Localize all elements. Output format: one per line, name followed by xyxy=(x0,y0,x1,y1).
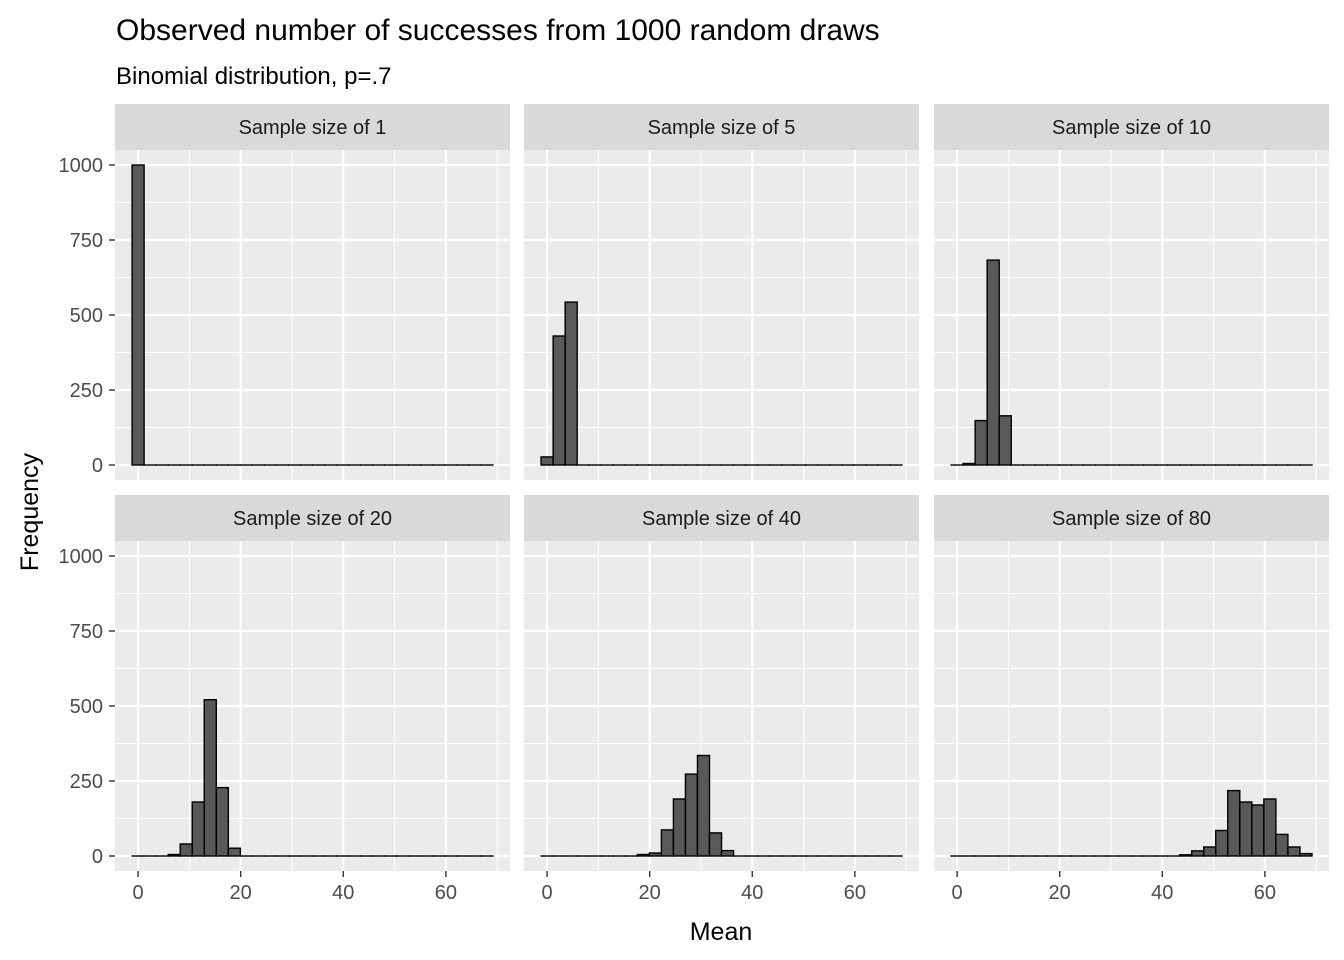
histogram-bar xyxy=(1215,829,1229,857)
histogram-bar xyxy=(564,301,578,466)
histogram-bar xyxy=(1287,846,1301,857)
y-tick-label: 250 xyxy=(70,771,103,793)
x-tick-label: 40 xyxy=(741,882,763,904)
histogram-bar xyxy=(131,164,145,466)
y-tick-label: 250 xyxy=(70,380,103,402)
histogram-bar xyxy=(203,699,217,857)
x-tick-label: 40 xyxy=(1151,882,1173,904)
histogram-bar xyxy=(998,415,1012,466)
y-tick-label: 500 xyxy=(70,696,103,718)
facet-strip xyxy=(115,495,510,541)
histogram-bar xyxy=(962,462,976,466)
histogram-bar xyxy=(720,849,735,857)
y-tick-label: 0 xyxy=(92,846,103,868)
facet-panel: Sample size of 1 0 250 500 750 1000 xyxy=(59,104,510,480)
facet-panel: Sample size of 10 xyxy=(934,104,1329,480)
histogram-bar xyxy=(191,801,205,857)
chart-title: Observed number of successes from 1000 r… xyxy=(116,14,880,47)
histogram-bar xyxy=(1190,850,1205,857)
y-tick-label: 500 xyxy=(70,305,103,327)
histogram-bar xyxy=(227,847,242,857)
y-tick-label: 750 xyxy=(70,621,103,643)
histogram-bar xyxy=(1263,798,1277,857)
y-tick-label: 1000 xyxy=(59,155,104,177)
histogram-bar xyxy=(179,843,193,857)
facet-strip xyxy=(934,495,1329,541)
histogram-bar xyxy=(1203,846,1217,857)
x-axis-label: Mean xyxy=(690,918,753,946)
facet-panel: Sample size of 5 xyxy=(524,104,919,480)
histogram-bar xyxy=(1299,852,1313,857)
x-tick-label: 20 xyxy=(639,882,661,904)
histogram-bar xyxy=(672,798,687,857)
histogram-bar xyxy=(974,419,988,466)
facet-strip-label: Sample size of 1 xyxy=(239,117,387,139)
x-tick-label: 0 xyxy=(133,882,144,904)
histogram-bar xyxy=(1251,804,1265,857)
x-tick-label: 0 xyxy=(952,882,963,904)
x-tick-label: 60 xyxy=(844,882,866,904)
y-axis-label: Frequency xyxy=(16,452,44,571)
histogram-bar xyxy=(986,259,1000,466)
facet-strip-label: Sample size of 80 xyxy=(1052,508,1211,530)
histogram-bar xyxy=(215,786,230,857)
facet-strip xyxy=(524,104,919,150)
x-tick-label: 40 xyxy=(332,882,354,904)
x-tick-label: 20 xyxy=(230,882,252,904)
histogram-bar xyxy=(1275,833,1289,857)
y-tick-label: 1000 xyxy=(59,546,104,568)
histogram-bar xyxy=(708,832,723,857)
histogram-bar xyxy=(167,853,181,857)
facet-panel: Sample size of 20 0 250 500 750 1000 0 20 40 60 xyxy=(59,495,510,904)
x-tick-label: 0 xyxy=(542,882,553,904)
histogram-bar xyxy=(660,829,675,857)
facet-strip-label: Sample size of 20 xyxy=(233,508,392,530)
facet-strip-label: Sample size of 5 xyxy=(648,117,796,139)
facet-strip xyxy=(524,495,919,541)
y-tick-label: 0 xyxy=(92,455,103,477)
facet-strip xyxy=(934,104,1329,150)
histogram-bar xyxy=(1178,854,1193,857)
histogram-bar xyxy=(696,754,711,857)
histogram-bar xyxy=(636,853,651,857)
histogram-bar xyxy=(1239,801,1253,857)
chart-subtitle: Binomial distribution, p=.7 xyxy=(116,63,391,90)
histogram-bar xyxy=(552,335,566,466)
facet-panel: Sample size of 80 0 20 40 60 xyxy=(934,495,1329,904)
histogram-bar xyxy=(684,773,699,857)
x-tick-label: 60 xyxy=(435,882,457,904)
facet-strip xyxy=(115,104,510,150)
x-tick-label: 60 xyxy=(1254,882,1276,904)
facet-panel: Sample size of 40 0 20 40 60 xyxy=(524,495,919,904)
histogram-bar xyxy=(540,456,554,466)
histogram-bar xyxy=(648,852,663,857)
x-tick-label: 20 xyxy=(1049,882,1071,904)
y-tick-label: 750 xyxy=(70,230,103,252)
histogram-bar xyxy=(1227,789,1241,857)
facet-strip-label: Sample size of 40 xyxy=(642,508,801,530)
facet-strip-label: Sample size of 10 xyxy=(1052,117,1211,139)
